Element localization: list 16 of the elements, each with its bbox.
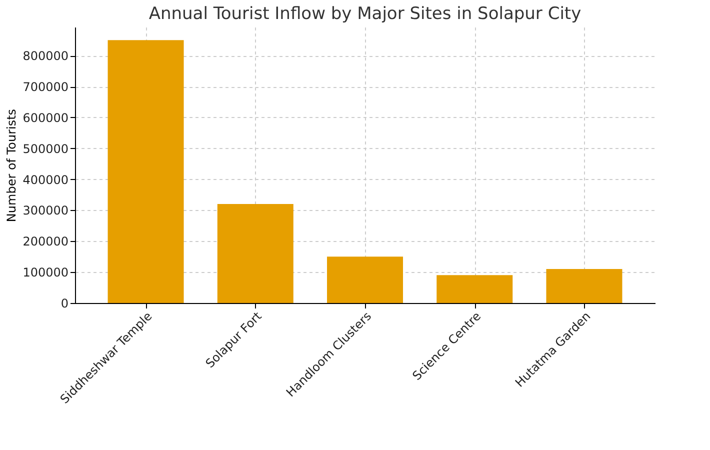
y-tick-label: 800000 (22, 49, 68, 64)
y-tick-label: 600000 (22, 110, 68, 125)
bar (108, 40, 184, 303)
bar (217, 204, 294, 303)
bar (327, 256, 403, 303)
y-tick-label: 500000 (22, 142, 68, 156)
y-tick-label: 200000 (22, 234, 68, 249)
y-tick-label: 300000 (22, 204, 68, 218)
y-tick-label: 700000 (22, 80, 68, 94)
y-tick-label: 0 (60, 296, 68, 310)
bar (546, 268, 622, 303)
y-tick-label: 400000 (22, 172, 68, 187)
bar (436, 275, 513, 303)
y-tick-label: 100000 (22, 266, 68, 280)
chart-title: Annual Tourist Inflow by Major Sites in Solapur City (148, 4, 582, 24)
y-axis-title: Number of Tourists (4, 108, 19, 222)
